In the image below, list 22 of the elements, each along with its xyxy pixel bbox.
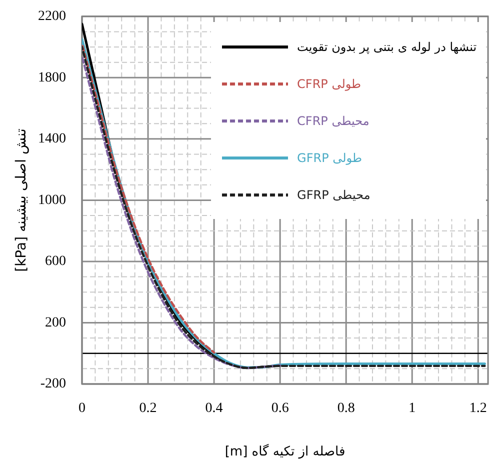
y-tick-label: 1400 [38, 132, 66, 147]
text: GFRP محیطی [297, 188, 370, 202]
y-tick-label: 2200 [38, 9, 66, 24]
x-tick-label: 1 [408, 401, 416, 416]
x-tick-label: 0.2 [139, 401, 157, 416]
text: GFRP طولی [297, 150, 362, 165]
line-series [82, 42, 216, 354]
text: تنشها در لوله ی بتنی پر بدون تقویت [297, 40, 477, 54]
y-tick-label: 1000 [38, 192, 66, 208]
y-tick-label: 600 [45, 254, 66, 270]
x-tick-label: 0.4 [205, 401, 223, 416]
x-tick-label: 1.2 [469, 401, 487, 416]
y-axis-title: تنش اصلی بیشینه [kPa] [14, 128, 30, 272]
x-axis-title: فاصله از تکیه گاه [m] [224, 443, 346, 460]
y-tick-label: 1800 [38, 70, 66, 86]
y-tick-label: -200 [40, 376, 66, 392]
text: CFRP طولی [297, 76, 362, 91]
x-tick-label: 0.6 [271, 401, 289, 416]
text: CFRP محیطی [297, 114, 370, 128]
x-tick-label: 0 [78, 401, 86, 416]
x-tick-label: 0.8 [337, 401, 355, 416]
y-tick-label: 200 [45, 315, 66, 330]
